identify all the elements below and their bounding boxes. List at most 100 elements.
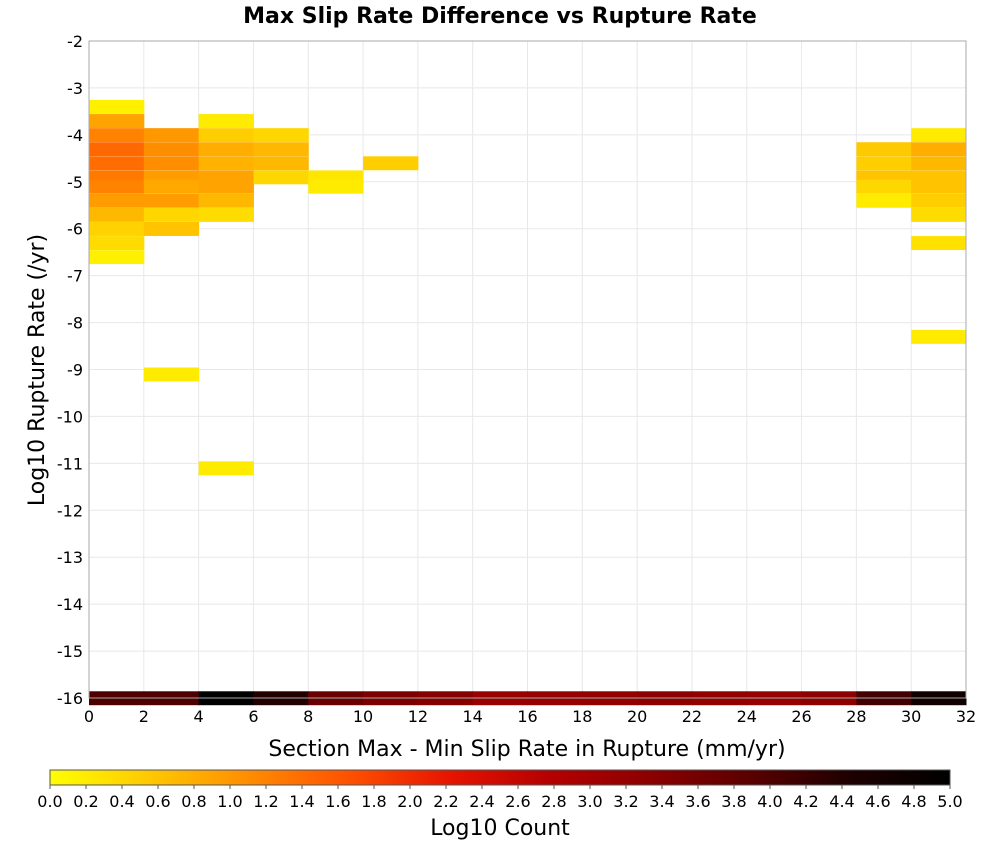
heatmap-cell	[143, 179, 200, 194]
colorbar-tick-label: 3.6	[685, 792, 710, 811]
colorbar-tick-label: 2.2	[433, 792, 458, 811]
heatmap-cell	[198, 142, 254, 157]
colorbar-label: Log10 Count	[430, 816, 570, 841]
heatmap-cell	[253, 142, 309, 157]
chart-title: Max Slip Rate Difference vs Rupture Rate	[243, 4, 757, 29]
heatmap-cell	[198, 128, 254, 143]
colorbar-tick-label: 1.8	[361, 792, 386, 811]
colorbar-tick-labels: 0.0 0.2 0.4 0.6 0.8 1.0 1.2 1.4 1.6 1.8 2.0 2.2 2.4 2…	[37, 785, 963, 811]
colorbar-tick-label: 5.0	[937, 792, 962, 811]
heatmap-cell	[89, 114, 145, 128]
colorbar-tick-label: 0.8	[181, 792, 206, 811]
y-tick-label: -2	[67, 32, 83, 51]
heatmap-cell	[198, 193, 254, 208]
colorbar-tick-label: 1.2	[253, 792, 278, 811]
colorbar-tick-label: 1.6	[325, 792, 350, 811]
heatmap-cell	[143, 142, 200, 157]
x-tick-label: 10	[353, 707, 373, 726]
colorbar-tick-label: 3.8	[721, 792, 746, 811]
y-tick-label: -4	[67, 126, 83, 145]
heatmap-cell	[253, 156, 309, 171]
x-tick-label: 12	[408, 707, 428, 726]
y-axis-label: Log10 Rupture Rate (/yr)	[25, 234, 50, 506]
colorbar-tick-label: 3.2	[613, 792, 638, 811]
x-tick-label: 26	[791, 707, 811, 726]
y-tick-labels: -2 -3 -4 -5 -6 -7 -8 -9 -10 -11 -12 -13 -14 -15 -16	[57, 32, 83, 708]
x-tick-label: 4	[194, 707, 204, 726]
colorbar-tick-label: 1.4	[289, 792, 314, 811]
heatmap-cell	[89, 222, 145, 236]
y-tick-label: -15	[57, 642, 83, 661]
heatmap-cell	[253, 128, 309, 143]
heatmap-cell	[911, 329, 967, 344]
heatmap-cell	[89, 142, 145, 157]
x-tick-label: 30	[901, 707, 921, 726]
x-tick-label: 16	[517, 707, 537, 726]
heatmap-cell	[856, 156, 912, 171]
colorbar-tick-label: 0.4	[109, 792, 134, 811]
x-tick-label: 28	[846, 707, 866, 726]
heatmap-cell	[89, 207, 145, 222]
y-tick-label: -6	[67, 220, 83, 239]
heatmap-cell	[363, 156, 419, 171]
heatmap-cell	[911, 207, 967, 222]
colorbar-tick-label: 0.6	[145, 792, 170, 811]
x-tick-label: 18	[572, 707, 592, 726]
colorbar-tick-label: 4.8	[901, 792, 926, 811]
x-axis-label: Section Max - Min Slip Rate in Rupture (…	[268, 737, 785, 762]
heatmap-cell	[198, 156, 254, 171]
heatmap-cell	[911, 193, 967, 208]
y-tick-label: -5	[67, 173, 83, 192]
heatmap-cell	[143, 128, 200, 143]
heatmap-cell	[89, 236, 145, 251]
x-tick-label: 8	[303, 707, 313, 726]
colorbar-tick-label: 0.2	[73, 792, 98, 811]
y-tick-label: -9	[67, 361, 83, 380]
y-tick-label: -8	[67, 314, 83, 333]
heatmap-cell	[198, 461, 254, 476]
heatmap-cell	[143, 367, 200, 382]
y-tick-label: -11	[57, 454, 83, 473]
plot-border	[88, 40, 967, 699]
x-tick-label: 6	[248, 707, 258, 726]
colorbar-tick-label: 4.2	[793, 792, 818, 811]
colorbar-tick-label: 1.0	[217, 792, 242, 811]
heatmap-cell	[911, 128, 967, 143]
x-tick-label: 0	[84, 707, 94, 726]
y-tick-label: -10	[57, 407, 83, 426]
y-tick-label: -3	[67, 79, 83, 98]
heatmap-cell	[89, 250, 145, 265]
colorbar-tick-label: 2.4	[469, 792, 494, 811]
heatmap-cell	[143, 207, 200, 222]
heatmap-cell	[253, 170, 309, 185]
heatmap-cell	[198, 114, 254, 128]
y-tick-label: -16	[57, 689, 83, 708]
colorbar-tick-label: 4.4	[829, 792, 854, 811]
x-tick-label: 22	[682, 707, 702, 726]
colorbar	[49, 769, 951, 786]
heatmap-cell	[856, 142, 912, 157]
x-tick-label: 14	[463, 707, 483, 726]
y-tick-label: -12	[57, 501, 83, 520]
heatmap-cell	[143, 156, 200, 171]
heatmap-cell	[89, 193, 145, 208]
heatmap-cell	[911, 179, 967, 194]
colorbar-tick-label: 2.8	[541, 792, 566, 811]
colorbar-tick-label: 2.0	[397, 792, 422, 811]
heatmap-cell	[89, 99, 145, 114]
colorbar-tick-label: 3.4	[649, 792, 674, 811]
heatmap-cell	[89, 156, 145, 171]
colorbar-tick-label: 4.6	[865, 792, 890, 811]
x-tick-label: 32	[956, 707, 976, 726]
x-tick-label: 24	[737, 707, 757, 726]
heatmap-cell	[911, 236, 967, 251]
heatmap-cell	[198, 179, 254, 194]
heatmap-cell	[89, 128, 145, 143]
heatmap-cell	[856, 179, 912, 194]
colorbar-tick-label: 4.0	[757, 792, 782, 811]
heatmap-cell	[198, 207, 254, 222]
heatmap-cell	[911, 142, 967, 157]
heatmap-cell	[911, 156, 967, 171]
x-tick-label: 2	[139, 707, 149, 726]
